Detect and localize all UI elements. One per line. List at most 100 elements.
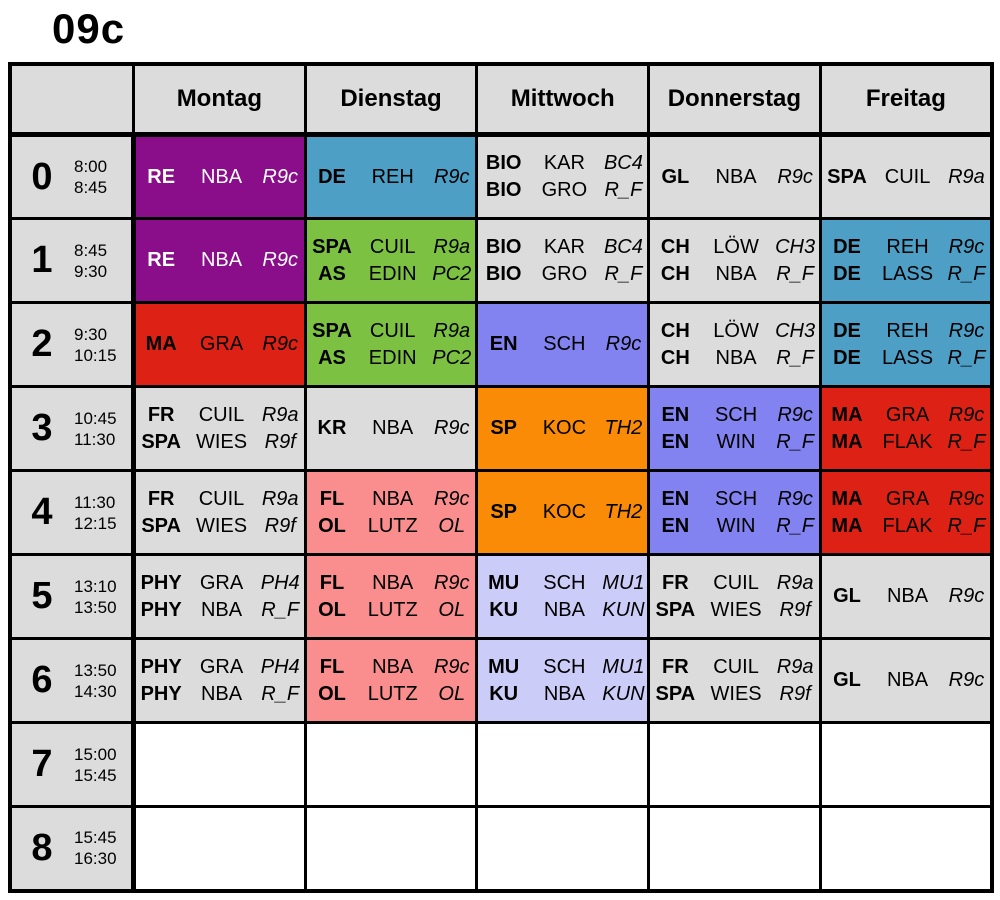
lesson-montag-4: FR CUIL R9a SPA WIES R9f — [132, 469, 307, 556]
lesson-line: MA GRA R9c — [136, 331, 302, 358]
lesson-montag-3: FR CUIL R9a SPA WIES R9f — [132, 385, 307, 472]
room-code: OL — [438, 598, 466, 621]
lesson-dienstag-8 — [303, 805, 479, 892]
subject-code: AS — [318, 262, 346, 285]
lesson-dienstag-4: FL NBA R9c OL LUTZ OL — [303, 469, 479, 556]
lesson-line: EN SCH R9c — [652, 402, 818, 429]
room-code: PC2 — [432, 346, 472, 369]
lesson-dienstag-3: KR NBA R9c — [303, 385, 479, 472]
subject-code: MU — [488, 571, 520, 594]
room-code: MU1 — [602, 571, 645, 594]
lesson-line: OL LUTZ OL — [308, 681, 474, 708]
subject-code: CH — [660, 235, 690, 258]
time-cell-8: 8 15:45 16:30 — [8, 805, 136, 892]
time-cell-4: 4 11:30 12:15 — [8, 469, 136, 556]
teacher-code: SCH — [543, 333, 586, 355]
teacher-code: LUTZ — [367, 514, 418, 537]
teacher-code: CUIL — [713, 655, 759, 678]
lesson-mittwoch-3: SP KOC TH2 — [475, 385, 651, 472]
lesson-montag-6: PHY GRA PH4 PHY NBA R_F — [132, 637, 307, 724]
lesson-line: FL NBA R9c — [308, 486, 474, 513]
period-start: 13:50 — [74, 660, 117, 680]
subject-code: CH — [660, 319, 690, 342]
lesson-donnerstag-3: EN SCH R9c EN WIN R_F — [647, 385, 822, 472]
subject-code: EN — [661, 403, 690, 426]
subject-code: MA — [831, 430, 863, 453]
subject-code: SPA — [312, 319, 352, 342]
room-code: R_F — [261, 682, 300, 705]
teacher-code: KAR — [543, 152, 585, 174]
teacher-code: GRA — [199, 571, 244, 594]
subject-code: OL — [318, 514, 346, 537]
room-code: R9c — [777, 165, 813, 188]
lesson-dienstag-6: FL NBA R9c OL LUTZ OL — [303, 637, 479, 724]
lesson-line: BIO KAR BC4 — [480, 234, 646, 261]
subject-code: MA — [831, 514, 863, 537]
period-number: 6 — [31, 659, 53, 701]
teacher-code: CUIL — [369, 235, 416, 258]
lesson-mittwoch-8 — [475, 805, 651, 892]
teacher-code: SCH — [543, 655, 586, 678]
period-row-0: 0 8:00 8:45 RE NBA R9c DE REH R9c BIO KAR BC4 BIO GRO… — [8, 133, 994, 220]
period-times: 10:45 11:30 — [64, 408, 117, 450]
subject-code: KU — [489, 598, 519, 621]
period-row-3: 3 10:45 11:30 FR CUIL R9a SPA WIES R9f KR NBA R9c SP… — [8, 385, 994, 472]
lesson-dienstag-2: SPA CUIL R9a AS EDIN PC2 — [303, 301, 479, 388]
room-code: R9c — [262, 165, 298, 188]
teacher-code: WIES — [195, 514, 248, 537]
class-title: 09c — [52, 5, 126, 52]
subject-code: DE — [833, 319, 861, 342]
teacher-code: NBA — [543, 598, 585, 621]
period-end: 11:30 — [74, 429, 116, 449]
teacher-code: NBA — [372, 655, 414, 678]
lesson-montag-8 — [132, 805, 307, 892]
subject-code: DE — [318, 165, 346, 188]
subject-code: PHY — [140, 682, 182, 705]
day-header-freitag: Freitag — [818, 62, 994, 137]
lesson-freitag-3: MA GRA R9c MA FLAK R_F — [818, 385, 994, 472]
room-code: R9c — [777, 487, 813, 510]
teacher-code: CUIL — [198, 403, 245, 426]
lesson-freitag-1: DE REH R9c DE LASS R_F — [818, 217, 994, 304]
teacher-code: NBA — [372, 571, 414, 594]
lesson-line: PHY NBA R_F — [136, 681, 302, 708]
teacher-code: WIN — [716, 514, 756, 537]
teacher-code: SCH — [543, 571, 586, 594]
teacher-code: CUIL — [884, 165, 931, 188]
subject-code: EN — [661, 514, 690, 537]
room-code: R_F — [947, 346, 986, 369]
subject-code: PHY — [140, 571, 182, 594]
period-times: 15:45 16:30 — [64, 827, 117, 869]
room-code: R9c — [948, 585, 985, 607]
lesson-line: EN WIN R_F — [652, 429, 818, 456]
lesson-line: GL NBA R9c — [823, 583, 989, 610]
room-code: R9c — [948, 487, 985, 510]
room-code: R9c — [433, 571, 470, 594]
timetable: Montag Dienstag Mittwoch Donnerstag Freitag … — [8, 62, 994, 893]
subject-code: RE — [147, 165, 176, 188]
day-header-donnerstag: Donnerstag — [647, 62, 822, 137]
lesson-line: AS EDIN PC2 — [308, 261, 474, 288]
lesson-mittwoch-2: EN SCH R9c — [475, 301, 651, 388]
teacher-code: WIN — [716, 430, 756, 453]
subject-code: AS — [318, 346, 346, 369]
teacher-code: GRA — [199, 655, 244, 678]
period-start: 10:45 — [74, 408, 117, 428]
lesson-montag-7 — [132, 721, 307, 808]
period-start: 11:30 — [74, 492, 116, 512]
lesson-line: CH LÖW CH3 — [652, 234, 818, 261]
lesson-mittwoch-5: MU SCH MU1 KU NBA KUN — [475, 553, 651, 640]
room-code: R9f — [779, 598, 811, 621]
room-code: PH4 — [260, 571, 300, 594]
period-end: 14:30 — [74, 681, 117, 701]
lesson-donnerstag-1: CH LÖW CH3 CH NBA R_F — [647, 217, 822, 304]
subject-code: SPA — [655, 682, 696, 705]
room-code: MU1 — [602, 655, 645, 678]
period-start: 15:45 — [74, 828, 117, 848]
subject-code: SPA — [141, 430, 181, 453]
room-code: R9a — [776, 655, 814, 678]
lesson-line: SPA CUIL R9a — [308, 318, 474, 345]
lesson-line: DE REH R9c — [823, 234, 989, 261]
period-number: 4 — [31, 491, 53, 533]
subject-code: PHY — [140, 598, 182, 621]
